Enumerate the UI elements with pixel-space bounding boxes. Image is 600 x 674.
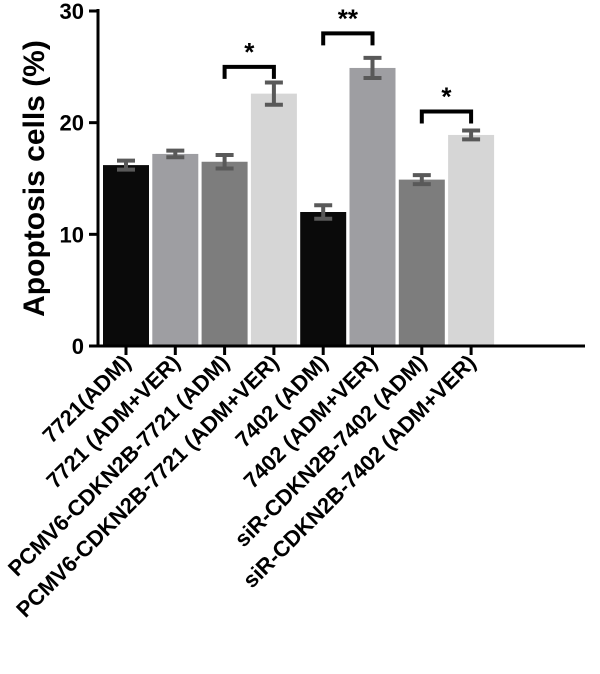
significance-label: * <box>244 37 255 67</box>
bar <box>349 67 396 346</box>
error-bars-layer <box>117 55 481 221</box>
error-bar <box>117 158 135 172</box>
error-bar <box>215 153 234 171</box>
error-bar <box>363 55 382 80</box>
significance-bracket <box>321 31 375 46</box>
bar <box>300 212 347 346</box>
y-axis-title: Apoptosis cells (%) <box>18 40 51 317</box>
bar <box>152 153 199 346</box>
bar <box>250 93 297 346</box>
significance-layer: **** <box>222 3 474 124</box>
x-tick-label: PCMV6-CDKN2B-7721 (ADM) <box>3 350 234 581</box>
error-bar <box>462 128 481 142</box>
y-tick-label: 0 <box>72 334 84 359</box>
significance-label: ** <box>338 3 359 33</box>
bar <box>201 161 248 346</box>
error-bar <box>314 203 333 221</box>
error-bar <box>264 80 283 107</box>
bar <box>448 134 495 346</box>
bar <box>398 179 445 346</box>
bars-layer <box>103 67 495 346</box>
significance-bracket <box>419 109 474 124</box>
significance-label: * <box>441 82 452 112</box>
y-tick-label: 10 <box>60 222 84 247</box>
y-tick-label: 20 <box>60 111 84 136</box>
error-bar <box>166 148 185 160</box>
x-ticks-layer: 7721(ADM)7721 (ADM+VER)PCMV6-CDKN2B-7721… <box>3 346 481 622</box>
bar <box>103 165 149 346</box>
significance-bracket <box>222 64 276 79</box>
axes-layer <box>96 9 585 348</box>
error-bar <box>412 173 431 187</box>
y-tick-label: 30 <box>60 0 84 24</box>
y-ticks-layer: 0 10 20 30 <box>60 0 98 359</box>
